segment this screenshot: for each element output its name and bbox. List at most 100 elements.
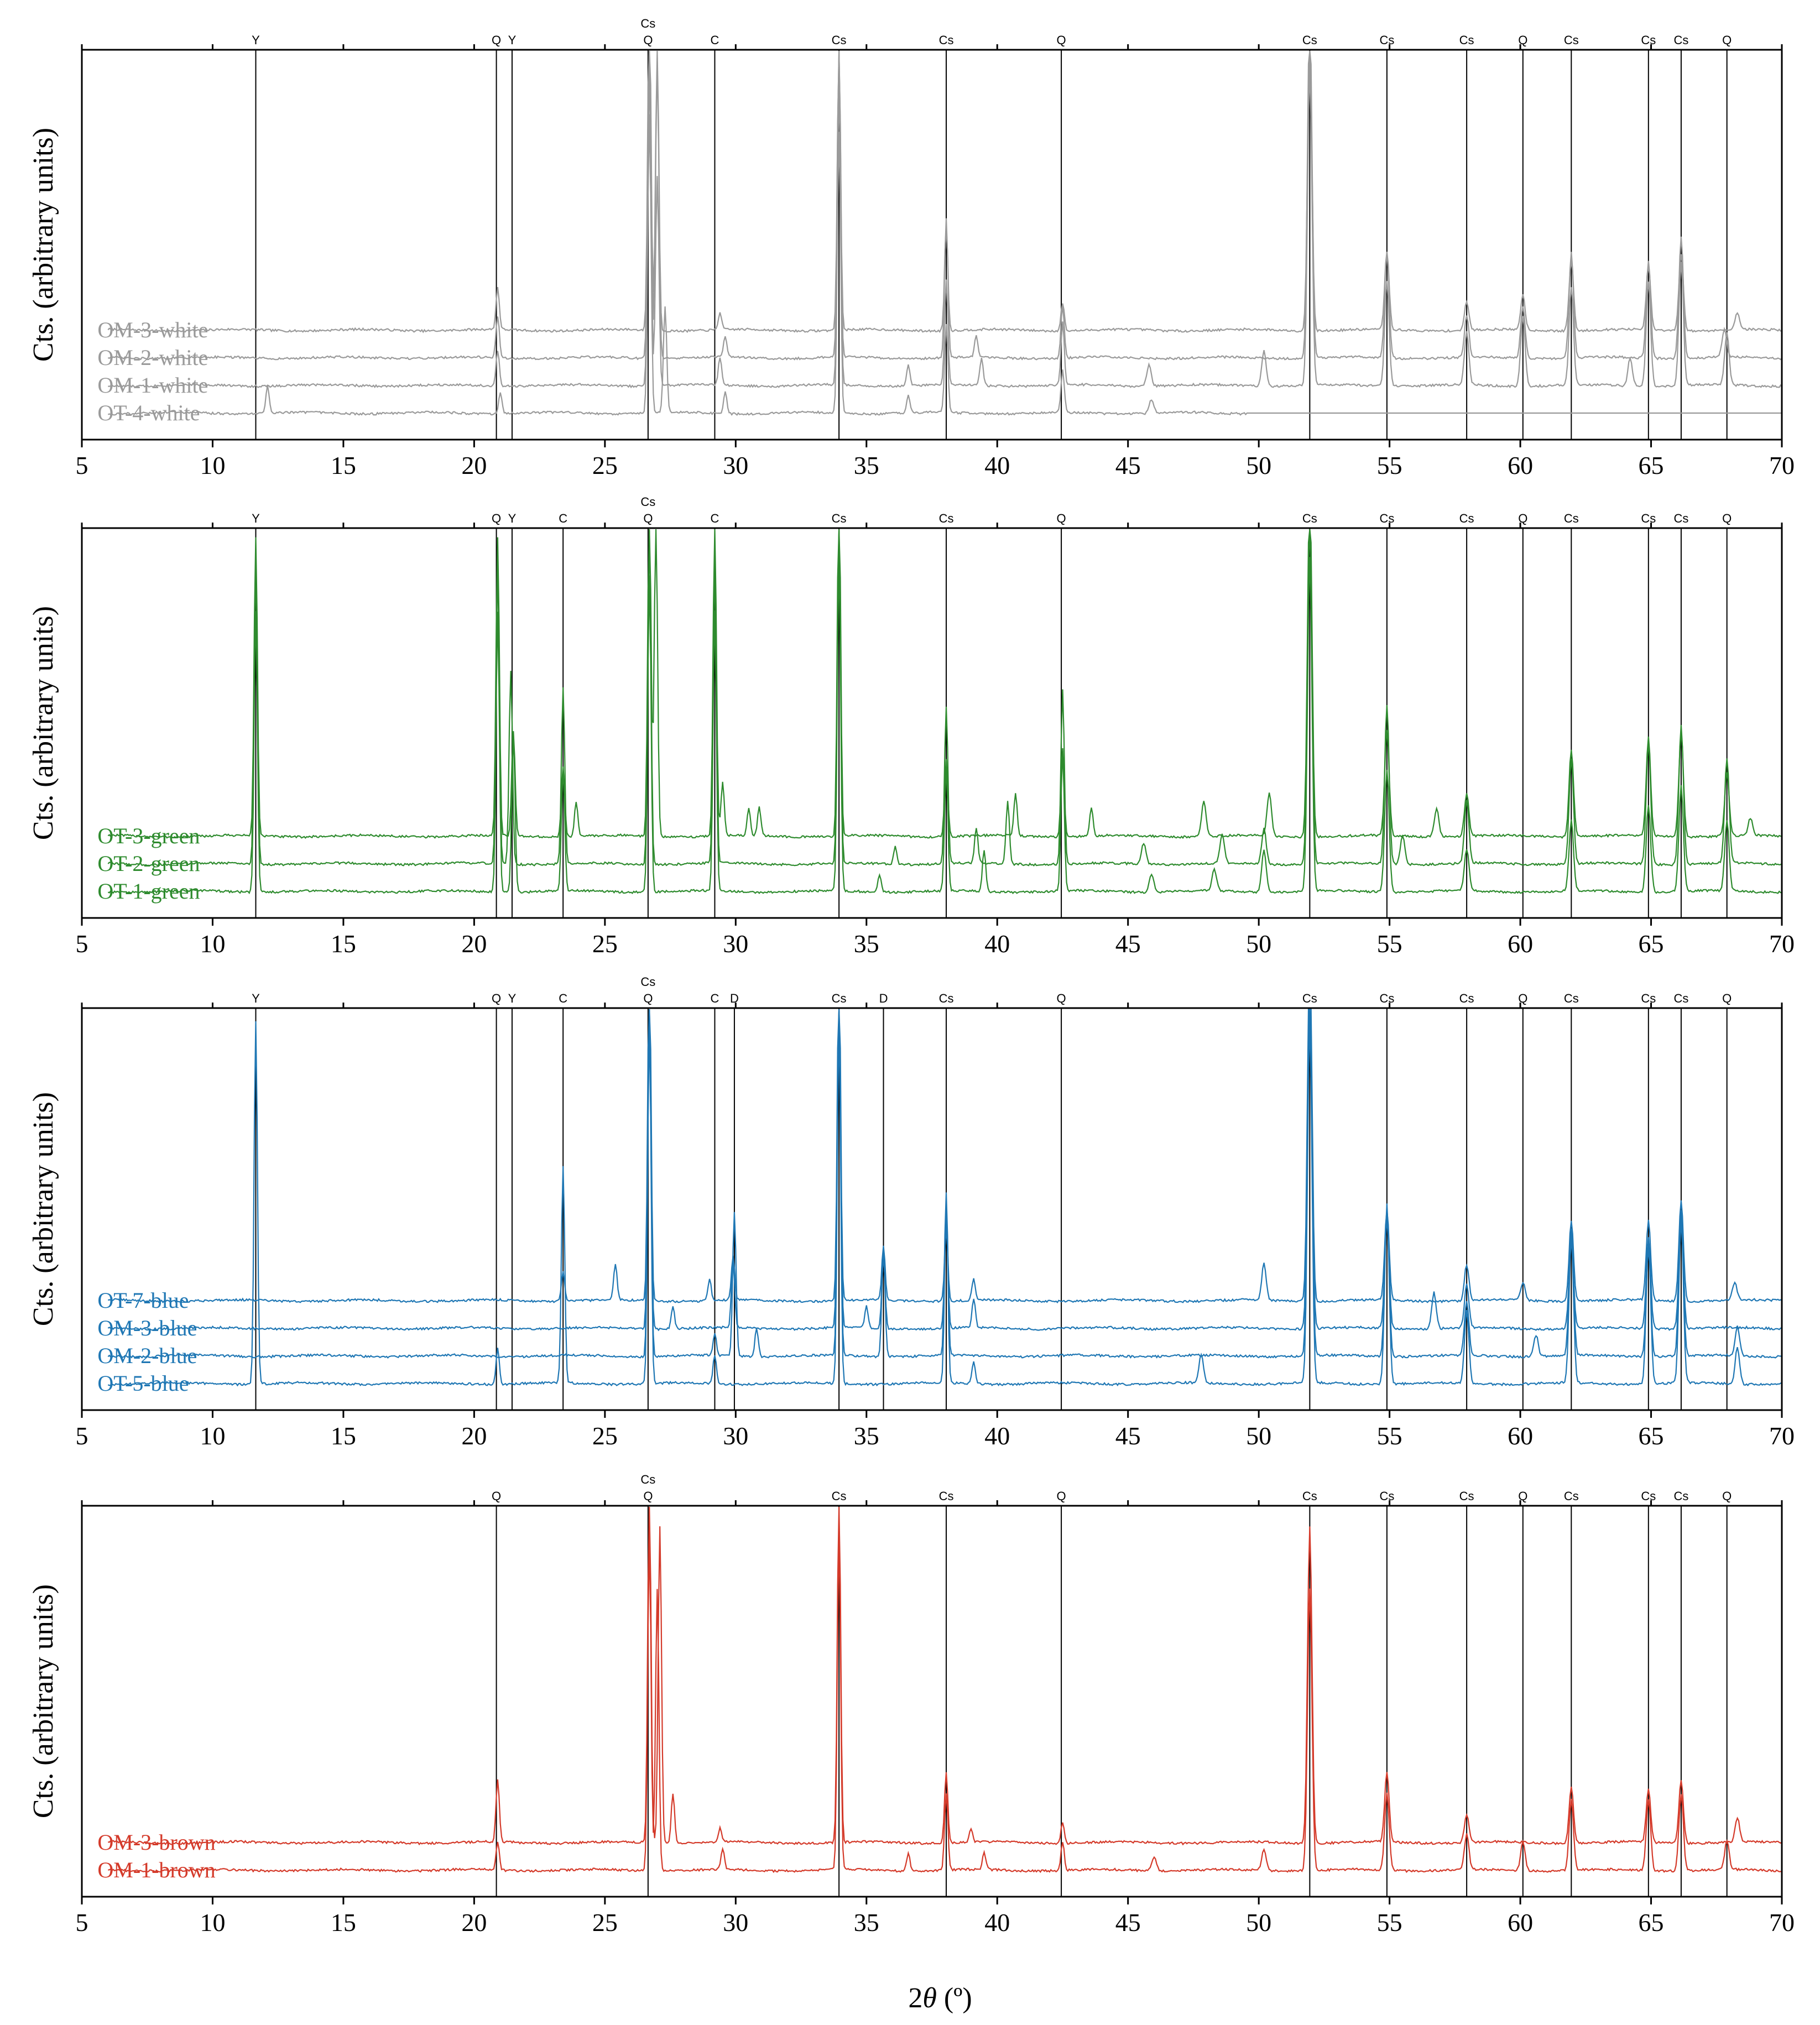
phase-label: Y [508,991,517,1005]
phase-label: Y [252,33,260,47]
phase-label: C [711,33,719,47]
phase-label: Cs [1302,512,1317,525]
phase-label: Cs [832,1489,847,1503]
phase-label: Y [508,33,517,47]
phase-label: Q [1057,991,1066,1005]
x-tick-label: 35 [854,451,879,479]
series-label: OT-2-green [97,851,200,876]
series-line-OM-3-white [107,50,1782,333]
x-tick-label: 45 [1115,1908,1141,1937]
phase-label: C [711,991,719,1005]
phase-label: Cs [1379,1489,1394,1503]
x-tick-label: 5 [76,1908,88,1937]
x-tick-label: 35 [854,1908,879,1937]
phase-label-extra: Cs [640,495,655,509]
phase-label: Q [1057,512,1066,525]
series-line-OT-1-green [107,557,1782,895]
x-tick-label: 50 [1246,451,1271,479]
x-tick-label: 50 [1246,1422,1271,1450]
phase-label: Q [643,33,653,47]
series-label: OM-3-blue [97,1316,197,1340]
phase-label: Q [1722,512,1732,525]
phase-label-extra: Cs [640,975,655,989]
phase-label: C [711,512,719,525]
y-axis-label: Cts. (arbitrary units) [28,606,59,840]
series-label: OT-1-green [97,879,200,904]
x-tick-label: 20 [461,930,487,958]
phase-label: Cs [1641,512,1656,525]
phase-label: Cs [832,33,847,47]
x-tick-label: 15 [331,1908,356,1937]
phase-label: Q [1518,1489,1527,1503]
phase-label: Cs [939,33,954,47]
x-tick-label: 45 [1115,451,1141,479]
phase-label: Cs [1459,33,1474,47]
phase-label: Cs [1641,991,1656,1005]
phase-label: Y [252,512,260,525]
phase-label: Cs [939,1489,954,1503]
series-line-OM-1-white [108,68,1782,389]
x-tick-label: 25 [592,1908,618,1937]
series-label: OM-2-white [97,345,208,370]
x-tick-label: 5 [76,1422,88,1450]
phase-label: C [559,991,567,1005]
x-tick-label: 10 [200,1908,225,1937]
series-label: OM-3-white [97,317,208,342]
series-line-OM-2-white [107,50,1782,361]
series-line-OT-2-green [107,529,1782,867]
phase-label: Cs [939,991,954,1005]
x-tick-label: 35 [854,1422,879,1450]
phase-label: Cs [1673,512,1688,525]
x-tick-label: 65 [1639,1908,1664,1937]
x-tick-label: 15 [331,451,356,479]
x-tick-label: 70 [1769,1422,1795,1450]
phase-label: Q [1057,33,1066,47]
phase-label: Cs [1564,991,1579,1005]
x-tick-label: 55 [1377,451,1402,479]
x-tick-label: 25 [592,930,618,958]
x-tick-label: 60 [1508,1422,1533,1450]
phase-label: Cs [1379,991,1394,1005]
phase-label: Cs [1459,512,1474,525]
x-tick-label: 65 [1639,451,1664,479]
phase-label: Y [252,991,260,1005]
series-line-OM-3-brown [108,1506,1782,1846]
phase-label-extra: Cs [640,17,655,30]
phase-label: Cs [1302,33,1317,47]
x-axis-label-prefix: 2 [908,1982,922,2014]
phase-label: Q [643,1489,653,1503]
series-label: OM-1-brown [97,1857,215,1882]
phase-label: Cs [1459,1489,1474,1503]
x-tick-label: 40 [984,930,1010,958]
x-tick-label: 20 [461,1908,487,1937]
phase-label: Q [1722,33,1732,47]
panel-frame [81,1505,1783,1898]
phase-label: Q [492,512,501,525]
phase-label: Q [492,991,501,1005]
x-tick-label: 20 [461,451,487,479]
x-tick-label: 30 [723,1908,748,1937]
x-axis-label-theta: θ [922,1982,937,2014]
series-line-OM-2-blue [107,1009,1782,1359]
x-tick-label: 50 [1246,930,1271,958]
x-tick-label: 40 [984,1422,1010,1450]
x-tick-label: 30 [723,1422,748,1450]
phase-label: Q [1518,33,1527,47]
phase-label: Cs [1379,33,1394,47]
x-tick-label: 30 [723,930,748,958]
x-tick-label: 25 [592,451,618,479]
series-line-OT-4-white [107,114,1782,416]
x-tick-label: 5 [76,451,88,479]
phase-label: Cs [1564,1489,1579,1503]
phase-label: C [559,512,567,525]
phase-label: Cs [1302,991,1317,1005]
phase-label: Q [1722,1489,1732,1503]
series-label: OT-4-white [97,400,200,425]
series-label: OT-7-blue [97,1288,189,1313]
phase-label: D [879,991,888,1005]
phase-label: Cs [1641,33,1656,47]
x-tick-label: 15 [331,930,356,958]
phase-label-extra: Cs [640,1473,655,1486]
